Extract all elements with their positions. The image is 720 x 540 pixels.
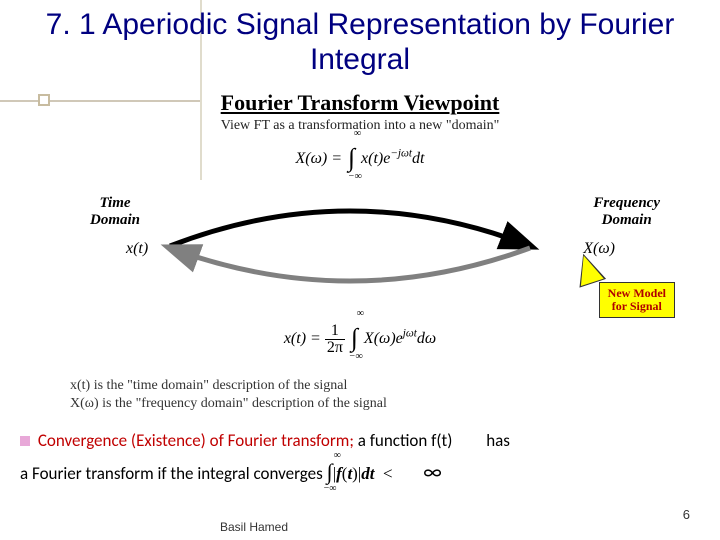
- convergence-after: a function f(t): [354, 430, 452, 451]
- bullet-icon: [20, 436, 30, 446]
- time-domain-l1: Time: [99, 195, 130, 211]
- time-domain-label: Time Domain: [90, 195, 140, 228]
- convergence-label: Convergence (Existence) of Fourier trans…: [38, 430, 354, 451]
- xt-description: x(t) is the "time domain" description of…: [70, 378, 347, 394]
- convergence-integral: ∞ ∫ −∞ |f(t)|dt <: [327, 464, 401, 483]
- callout-line1: New Model: [608, 286, 666, 300]
- page-number: 6: [683, 507, 690, 522]
- inverse-arrow: [170, 248, 530, 281]
- xt-node-label: x(t): [126, 240, 148, 258]
- forward-arrow: [170, 211, 530, 246]
- transform-arrows-diagram: [150, 186, 550, 316]
- freq-domain-l1: Frequency: [593, 195, 660, 211]
- xw-description: X(ω) is the "frequency domain" descripti…: [70, 396, 387, 412]
- footer-author: Basil Hamed: [220, 520, 288, 534]
- frequency-domain-label: Frequency Domain: [593, 195, 660, 228]
- convergence-line1: Convergence (Existence) of Fourier trans…: [20, 430, 700, 451]
- inverse-transform-equation: x(t) = 12π ∞ ∫ −∞ X(ω)ejωtdω: [0, 320, 720, 356]
- convergence-infinity: ∞: [423, 458, 442, 485]
- convergence-line2: a Fourier transform if the integral conv…: [20, 458, 700, 485]
- forward-transform-equation: X(ω) = ∞ ∫ −∞ x(t)e−jωtdt: [0, 140, 720, 170]
- callout-line2: for Signal: [612, 299, 662, 313]
- new-model-callout: New Model for Signal: [599, 282, 675, 318]
- freq-domain-l2: Domain: [602, 212, 652, 228]
- time-domain-l2: Domain: [90, 212, 140, 228]
- convergence-line2-pre: a Fourier transform if the integral conv…: [20, 463, 327, 484]
- slide-title: 7. 1 Aperiodic Signal Representation by …: [20, 8, 700, 77]
- content-heading: Fourier Transform Viewpoint: [0, 90, 720, 116]
- convergence-has: has: [486, 430, 510, 451]
